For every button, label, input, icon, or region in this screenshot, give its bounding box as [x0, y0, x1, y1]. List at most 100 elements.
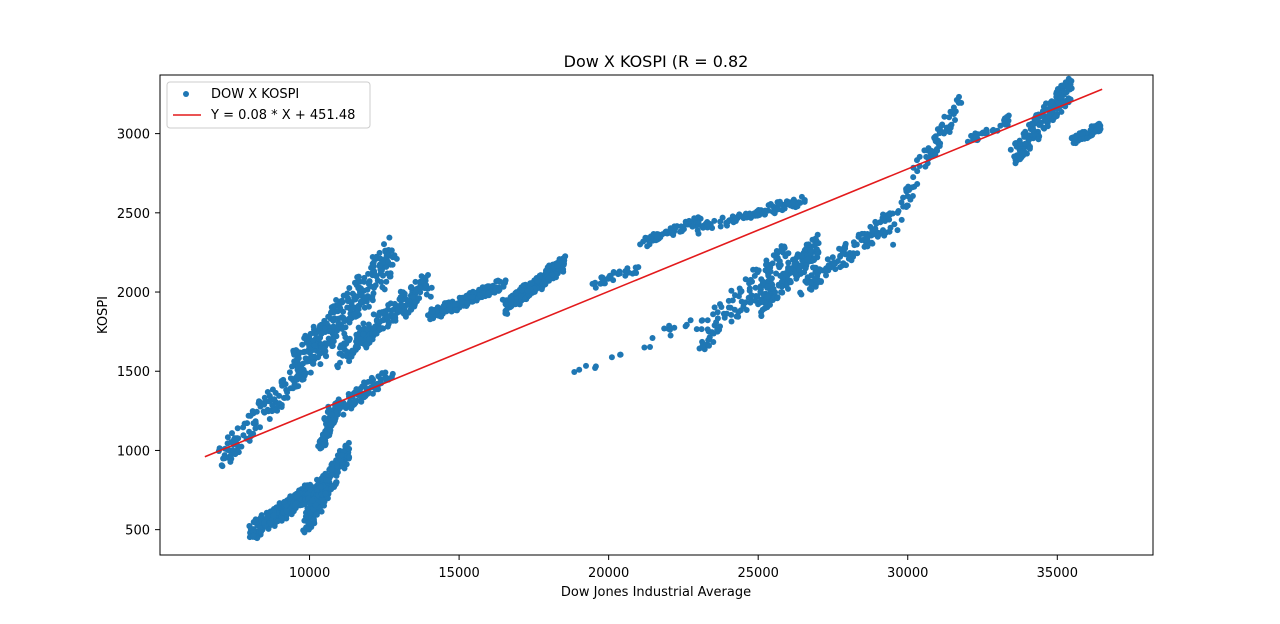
scatter-point — [347, 306, 354, 313]
scatter-point — [507, 295, 514, 302]
scatter-point — [366, 281, 372, 288]
scatter-point — [754, 293, 761, 300]
scatter-points — [215, 75, 1104, 542]
scatter-point — [324, 495, 331, 502]
scatter-point — [1045, 112, 1052, 119]
scatter-point — [485, 290, 492, 297]
scatter-point — [337, 305, 344, 312]
scatter-point — [341, 318, 348, 325]
scatter-point — [325, 313, 332, 320]
scatter-point — [1058, 93, 1065, 100]
scatter-point — [705, 337, 712, 344]
scatter-point — [310, 516, 317, 523]
scatter-point — [391, 312, 398, 319]
scatter-point — [317, 361, 324, 368]
y-tick-label: 2000 — [117, 286, 150, 301]
scatter-point — [1022, 128, 1029, 135]
scatter-point — [749, 278, 755, 285]
scatter-point — [377, 326, 384, 332]
scatter-point — [538, 286, 545, 293]
scatter-point — [360, 320, 367, 327]
scatter-point — [512, 290, 519, 297]
scatter-point — [1084, 135, 1091, 142]
scatter-point — [384, 323, 391, 330]
scatter-point — [787, 279, 794, 286]
scatter-point — [229, 430, 235, 437]
scatter-point — [748, 292, 755, 299]
scatter-point — [813, 246, 820, 253]
scatter-point — [1022, 140, 1029, 147]
scatter-point — [307, 330, 314, 337]
scatter-point — [353, 343, 360, 349]
scatter-point — [500, 282, 507, 289]
scatter-point — [561, 257, 568, 264]
scatter-point — [327, 421, 334, 428]
scatter-point — [317, 483, 324, 490]
scatter-point — [635, 264, 642, 271]
scatter-point — [291, 351, 298, 358]
scatter-point — [699, 342, 706, 349]
scatter-point — [774, 294, 781, 301]
scatter-point — [265, 408, 272, 415]
scatter-point — [319, 496, 326, 503]
scatter-point — [342, 442, 349, 449]
scatter-point — [667, 332, 674, 339]
scatter-point — [256, 398, 262, 405]
scatter-point — [695, 230, 702, 237]
scatter-point — [717, 323, 723, 330]
y-axis: 500 1000 1500 2000 2500 3000 — [117, 128, 160, 539]
scatter-point — [759, 279, 766, 286]
scatter-point — [261, 519, 267, 526]
x-axis-label: Dow Jones Industrial Average — [561, 585, 751, 600]
scatter-point — [682, 221, 689, 228]
scatter-point — [364, 286, 371, 293]
scatter-point — [735, 313, 742, 320]
scatter-point — [990, 126, 997, 133]
scatter-point — [337, 456, 344, 463]
scatter-point — [983, 130, 990, 137]
scatter-point — [914, 181, 921, 187]
scatter-point — [755, 267, 762, 274]
scatter-point — [670, 232, 677, 238]
scatter-point — [252, 418, 259, 425]
scatter-point — [352, 279, 358, 286]
scatter-point — [334, 463, 340, 470]
chart-title: Dow X KOSPI (R = 0.82 — [564, 52, 749, 71]
scatter-point — [360, 331, 367, 338]
scatter-point — [346, 358, 353, 365]
scatter-point — [496, 286, 503, 293]
scatter-point — [376, 249, 383, 256]
scatter-point — [328, 411, 335, 418]
scatter-point — [328, 486, 335, 493]
scatter-point — [266, 392, 273, 399]
scatter-point — [351, 292, 358, 299]
scatter-point — [606, 272, 613, 279]
scatter-point — [678, 223, 685, 230]
legend-label-fit: Y = 0.08 * X + 451.48 — [210, 108, 355, 123]
scatter-point — [395, 307, 402, 314]
scatter-point — [439, 307, 446, 314]
scatter-point — [725, 297, 732, 304]
scatter-point — [730, 219, 737, 226]
scatter-point — [348, 299, 355, 306]
scatter-point — [644, 243, 651, 250]
scatter-point — [249, 410, 256, 417]
scatter-point — [631, 269, 638, 276]
scatter-point — [241, 420, 248, 427]
scatter-point — [524, 288, 531, 294]
scatter-point — [284, 394, 291, 401]
scatter-point — [334, 469, 341, 476]
scatter-point — [728, 318, 735, 325]
scatter-point — [649, 335, 656, 341]
scatter-point — [406, 298, 413, 304]
scatter-point — [250, 519, 257, 525]
scatter-point — [864, 243, 871, 250]
scatter-point — [291, 382, 298, 389]
scatter-point — [845, 255, 852, 262]
y-tick-label: 3000 — [117, 128, 150, 143]
scatter-point — [423, 282, 430, 289]
scatter-point — [1089, 131, 1096, 138]
scatter-point — [886, 228, 893, 235]
scatter-point — [699, 317, 706, 324]
